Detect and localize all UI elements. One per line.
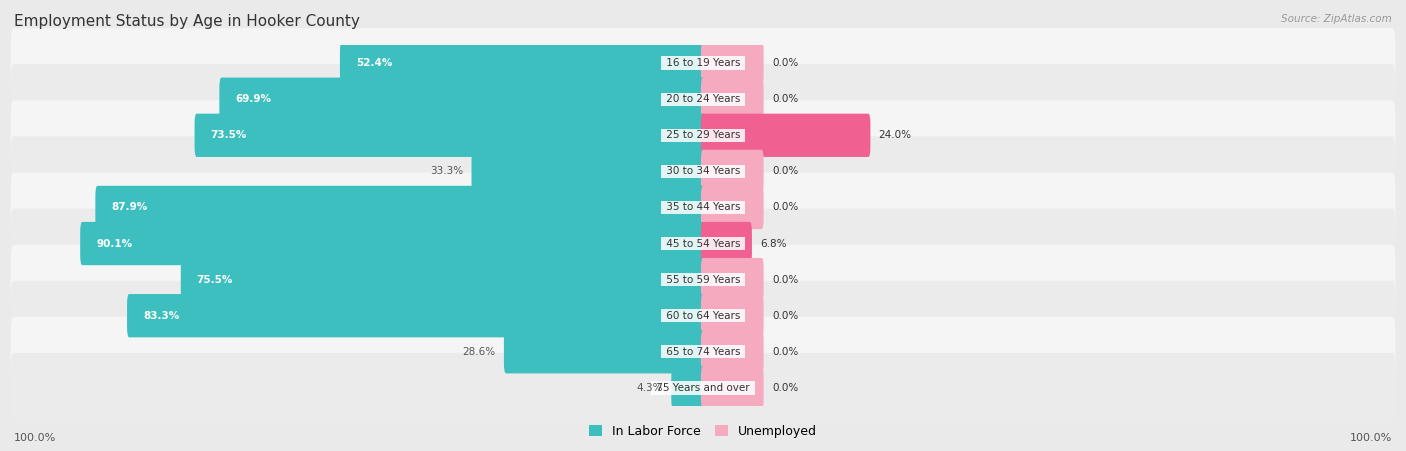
- FancyBboxPatch shape: [80, 222, 704, 265]
- FancyBboxPatch shape: [181, 258, 704, 301]
- FancyBboxPatch shape: [503, 330, 704, 373]
- Text: 33.3%: 33.3%: [430, 166, 463, 176]
- FancyBboxPatch shape: [11, 172, 1395, 243]
- FancyBboxPatch shape: [11, 208, 1395, 279]
- Text: 100.0%: 100.0%: [14, 433, 56, 443]
- Text: 25 to 29 Years: 25 to 29 Years: [662, 130, 744, 140]
- FancyBboxPatch shape: [11, 281, 1395, 351]
- FancyBboxPatch shape: [702, 222, 752, 265]
- FancyBboxPatch shape: [11, 136, 1395, 207]
- Text: 6.8%: 6.8%: [761, 239, 787, 249]
- FancyBboxPatch shape: [11, 244, 1395, 315]
- Text: 87.9%: 87.9%: [111, 202, 148, 212]
- FancyBboxPatch shape: [702, 150, 763, 193]
- Text: 75.5%: 75.5%: [197, 275, 233, 285]
- Text: 28.6%: 28.6%: [463, 347, 496, 357]
- Text: 90.1%: 90.1%: [96, 239, 132, 249]
- Text: 45 to 54 Years: 45 to 54 Years: [662, 239, 744, 249]
- FancyBboxPatch shape: [11, 353, 1395, 423]
- Text: 16 to 19 Years: 16 to 19 Years: [662, 58, 744, 68]
- Text: Employment Status by Age in Hooker County: Employment Status by Age in Hooker Count…: [14, 14, 360, 28]
- FancyBboxPatch shape: [702, 258, 763, 301]
- Text: 0.0%: 0.0%: [772, 383, 799, 393]
- FancyBboxPatch shape: [11, 100, 1395, 170]
- FancyBboxPatch shape: [471, 150, 704, 193]
- Text: 60 to 64 Years: 60 to 64 Years: [662, 311, 744, 321]
- Text: Source: ZipAtlas.com: Source: ZipAtlas.com: [1281, 14, 1392, 23]
- Text: 52.4%: 52.4%: [356, 58, 392, 68]
- FancyBboxPatch shape: [127, 294, 704, 337]
- Text: 65 to 74 Years: 65 to 74 Years: [662, 347, 744, 357]
- Text: 69.9%: 69.9%: [235, 94, 271, 104]
- Text: 4.3%: 4.3%: [637, 383, 664, 393]
- Legend: In Labor Force, Unemployed: In Labor Force, Unemployed: [583, 420, 823, 443]
- Text: 0.0%: 0.0%: [772, 347, 799, 357]
- Text: 100.0%: 100.0%: [1350, 433, 1392, 443]
- Text: 83.3%: 83.3%: [143, 311, 179, 321]
- FancyBboxPatch shape: [671, 366, 704, 410]
- Text: 0.0%: 0.0%: [772, 202, 799, 212]
- FancyBboxPatch shape: [702, 366, 763, 410]
- FancyBboxPatch shape: [11, 28, 1395, 98]
- FancyBboxPatch shape: [194, 114, 704, 157]
- Text: 0.0%: 0.0%: [772, 311, 799, 321]
- Text: 0.0%: 0.0%: [772, 275, 799, 285]
- Text: 73.5%: 73.5%: [211, 130, 247, 140]
- Text: 35 to 44 Years: 35 to 44 Years: [662, 202, 744, 212]
- FancyBboxPatch shape: [702, 41, 763, 85]
- Text: 0.0%: 0.0%: [772, 166, 799, 176]
- FancyBboxPatch shape: [702, 186, 763, 229]
- FancyBboxPatch shape: [219, 78, 704, 121]
- FancyBboxPatch shape: [340, 41, 704, 85]
- Text: 0.0%: 0.0%: [772, 94, 799, 104]
- Text: 55 to 59 Years: 55 to 59 Years: [662, 275, 744, 285]
- Text: 20 to 24 Years: 20 to 24 Years: [662, 94, 744, 104]
- FancyBboxPatch shape: [702, 78, 763, 121]
- FancyBboxPatch shape: [96, 186, 704, 229]
- FancyBboxPatch shape: [11, 64, 1395, 134]
- Text: 0.0%: 0.0%: [772, 58, 799, 68]
- Text: 30 to 34 Years: 30 to 34 Years: [662, 166, 744, 176]
- Text: 24.0%: 24.0%: [879, 130, 911, 140]
- Text: 75 Years and over: 75 Years and over: [652, 383, 754, 393]
- FancyBboxPatch shape: [11, 317, 1395, 387]
- FancyBboxPatch shape: [702, 114, 870, 157]
- FancyBboxPatch shape: [702, 294, 763, 337]
- FancyBboxPatch shape: [702, 330, 763, 373]
